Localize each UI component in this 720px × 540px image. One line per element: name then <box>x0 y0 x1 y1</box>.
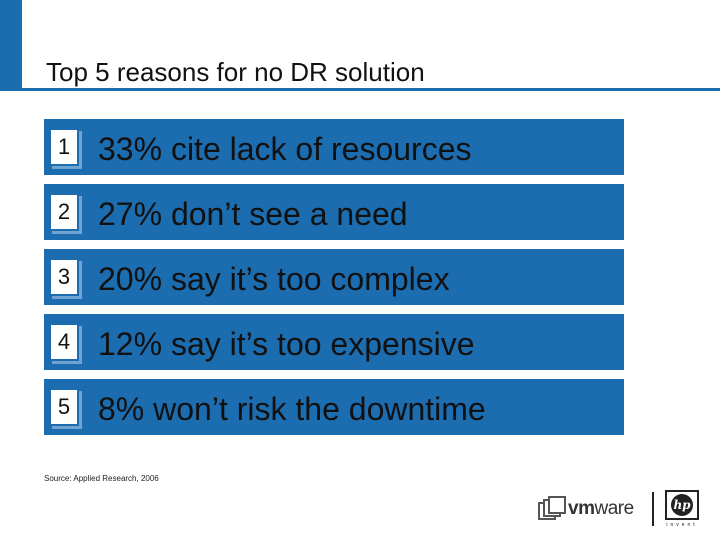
reason-text-1: 33% cite lack of resources <box>98 131 472 167</box>
reason-text-4: 12% say it’s too expensive <box>98 326 475 362</box>
reason-text-2: 27% don’t see a need <box>98 196 408 232</box>
reason-text-3: 20% say it’s too complex <box>98 261 450 297</box>
accent-bar <box>0 0 22 90</box>
logo-divider <box>652 492 654 526</box>
vmware-logo: vmware <box>538 494 634 524</box>
slide-title: Top 5 reasons for no DR solution <box>46 57 425 87</box>
reason-row-5: 5 8% won’t risk the downtime <box>44 379 624 435</box>
vmware-vm: vm <box>568 498 595 519</box>
reason-row-1: 1 33% cite lack of resources <box>44 119 624 175</box>
reason-text-5: 8% won’t risk the downtime <box>98 391 486 427</box>
vmware-wordmark: vmware <box>568 498 634 520</box>
reason-number-1: 1 <box>49 128 79 166</box>
title-rule <box>0 88 720 91</box>
reason-number-3: 3 <box>49 258 79 296</box>
reason-number-2: 2 <box>49 193 79 231</box>
reason-number-4: 4 <box>49 323 79 361</box>
reason-row-3: 3 20% say it’s too complex <box>44 249 624 305</box>
vmware-ware: ware <box>594 498 634 519</box>
reason-row-2: 2 27% don’t see a need <box>44 184 624 240</box>
reason-row-4: 4 12% say it’s too expensive <box>44 314 624 370</box>
source-note: Source: Applied Research, 2006 <box>44 474 159 483</box>
hp-tagline: invent <box>666 522 698 528</box>
vmware-boxes-icon <box>538 496 566 522</box>
hp-box: hp <box>665 490 699 520</box>
hp-mark: hp <box>671 494 693 516</box>
hp-logo: hp invent <box>662 490 702 532</box>
reason-number-5: 5 <box>49 388 79 426</box>
